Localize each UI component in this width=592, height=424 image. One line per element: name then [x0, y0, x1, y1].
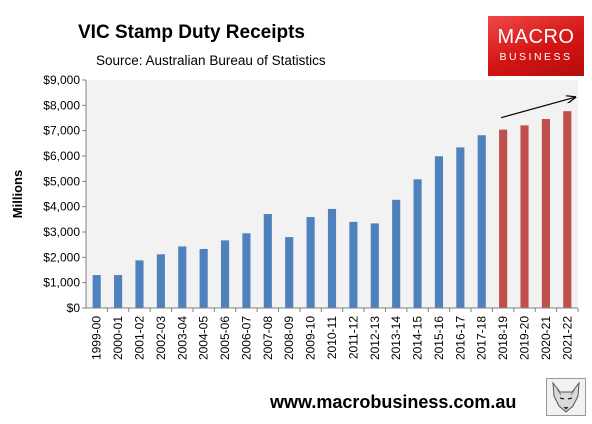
bars [92, 111, 572, 308]
x-tick-label: 2020-21 [539, 316, 553, 360]
bar-2007-08 [263, 214, 272, 308]
bar-2005-06 [220, 240, 230, 308]
x-tick-label: 2015-16 [432, 316, 446, 360]
x-tick-label: 2011-12 [346, 316, 360, 359]
bar-2020-21 [541, 119, 550, 308]
y-axis-label: Millions [10, 170, 25, 218]
y-tick-label: $7,000 [43, 124, 80, 138]
y-axis: $0 $1,000 $2,000 $3,000 $4,000 $5,000 $6,000 $7… [43, 73, 86, 315]
x-tick-label: 2004-05 [197, 316, 211, 360]
chart-subtitle: Source: Australian Bureau of Statistics [96, 53, 326, 68]
y-tick-label: $0 [67, 301, 81, 315]
bar-2021-22 [563, 111, 572, 308]
y-tick-label: $1,000 [43, 276, 80, 290]
bar-2014-15 [413, 179, 422, 308]
x-tick-label: 2008-09 [282, 316, 296, 360]
x-tick-label: 2010-11 [325, 316, 339, 359]
x-tick-label: 2009-10 [304, 316, 318, 360]
bar-2001-02 [135, 260, 144, 308]
bar-2019-20 [520, 125, 529, 308]
bar-2017-18 [477, 135, 486, 308]
x-axis: 1999-00 2000-01 2001-02 2002-03 2003-04 2004-… [90, 308, 579, 360]
x-tick-label: 2014-15 [411, 316, 425, 360]
x-tick-label: 2017-18 [475, 316, 489, 360]
x-tick-label: 2005-06 [218, 316, 232, 360]
bar-2003-04 [178, 246, 187, 308]
chart-title: VIC Stamp Duty Receipts [78, 22, 305, 43]
bar-2004-05 [199, 248, 208, 308]
x-tick-label: 2016-17 [453, 316, 467, 360]
x-tick-label: 2019-20 [518, 316, 532, 360]
y-tick-label: $3,000 [43, 225, 80, 239]
bar-2010-11 [327, 208, 337, 308]
bar-2011-12 [349, 221, 358, 308]
y-tick-label: $4,000 [43, 200, 80, 214]
website-url: www.macrobusiness.com.au [270, 392, 517, 412]
fox-mascot-icon [546, 378, 586, 416]
x-tick-label: 2018-19 [496, 316, 510, 360]
bar-2018-19 [499, 129, 508, 308]
y-tick-label: $2,000 [43, 250, 80, 264]
bar-2008-09 [285, 237, 294, 308]
bar-2012-13 [370, 223, 379, 308]
bar-2013-14 [392, 199, 401, 308]
bar-2000-01 [114, 275, 123, 308]
bar-2002-03 [156, 254, 165, 308]
logo-line-1: MACRO [497, 26, 575, 48]
y-tick-label: $9,000 [43, 73, 80, 87]
x-tick-label: 2003-04 [175, 316, 189, 360]
x-tick-label: 1999-00 [90, 316, 104, 360]
y-tick-label: $6,000 [43, 149, 80, 163]
x-tick-label: 2013-14 [389, 316, 403, 360]
x-tick-label: 2006-07 [239, 316, 253, 360]
bar-2009-10 [306, 217, 315, 308]
y-tick-label: $8,000 [43, 98, 80, 112]
trend-arrow [500, 97, 575, 119]
x-tick-label: 2012-13 [368, 316, 382, 360]
x-tick-label: 2000-01 [111, 316, 125, 360]
x-tick-label: 2021-22 [560, 316, 574, 360]
bar-2015-16 [434, 156, 444, 308]
bar-2006-07 [242, 233, 251, 308]
macrobusiness-logo: MACRO BUSINESS [488, 16, 584, 76]
bar-1999-00 [92, 275, 101, 308]
logo-line-2: BUSINESS [499, 51, 573, 63]
x-tick-label: 2001-02 [132, 316, 146, 360]
y-tick-label: $5,000 [43, 174, 80, 188]
x-tick-label: 2002-03 [154, 316, 168, 360]
x-tick-label: 2007-08 [261, 316, 275, 360]
bar-2016-17 [456, 147, 465, 308]
